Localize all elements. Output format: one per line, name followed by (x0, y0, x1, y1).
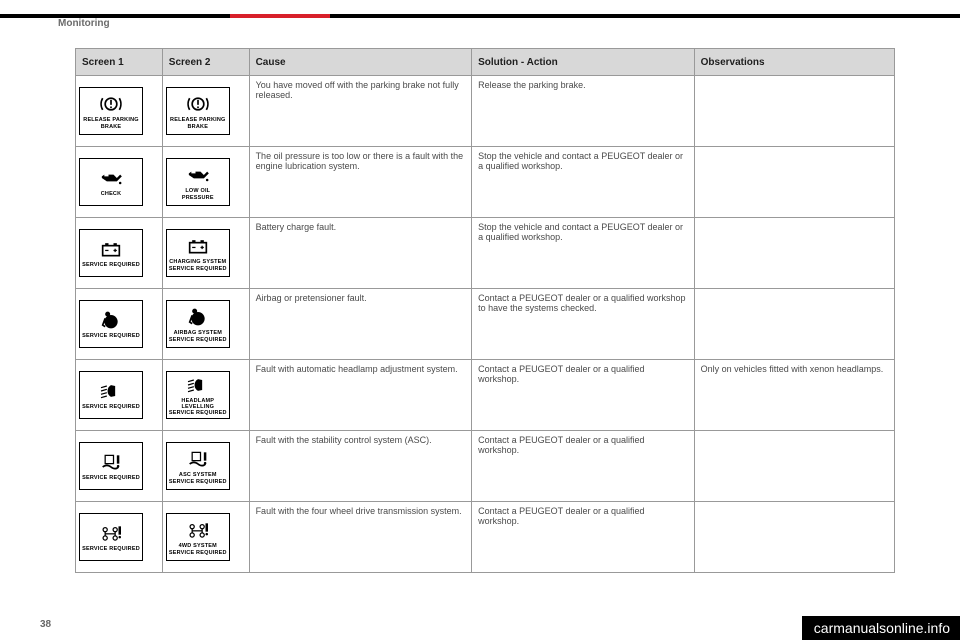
headlamp-icon (98, 380, 124, 402)
headlamp-icon (185, 375, 211, 396)
solution-cell: Contact a PEUGEOT dealer or a qualified … (472, 289, 695, 360)
icon-label: CHECK (101, 191, 122, 197)
warning-table: Screen 1 Screen 2 Cause Solution - Actio… (75, 48, 895, 573)
oil-can-icon (98, 167, 124, 189)
icon-label: RELEASE PARKING BRAKE (169, 117, 227, 129)
table-row: SERVICE REQUIRED AIRBAG SYSTEM SERVICE R… (76, 289, 895, 360)
cause-cell: Battery charge fault. (249, 218, 472, 289)
icon-label: SERVICE REQUIRED (82, 333, 140, 339)
battery-icon (185, 235, 211, 257)
icon-label: AIRBAG SYSTEM SERVICE REQUIRED (169, 330, 227, 342)
col-screen2: Screen 2 (162, 49, 249, 76)
airbag-icon (185, 306, 211, 328)
screen1-cell: SERVICE REQUIRED (76, 431, 163, 502)
screen1-cell: SERVICE REQUIRED (76, 289, 163, 360)
icon-box: RELEASE PARKING BRAKE (166, 87, 230, 135)
asc-icon (98, 451, 124, 473)
screen1-cell: SERVICE REQUIRED (76, 218, 163, 289)
icon-box: SERVICE REQUIRED (79, 442, 143, 490)
icon-box: CHECK (79, 158, 143, 206)
observations-cell (694, 218, 894, 289)
screen1-cell: RELEASE PARKING BRAKE (76, 76, 163, 147)
screen2-cell: ASC SYSTEM SERVICE REQUIRED (162, 431, 249, 502)
icon-box: RELEASE PARKING BRAKE (79, 87, 143, 135)
table-row: RELEASE PARKING BRAKE RELEASE PARKING BR… (76, 76, 895, 147)
4wd-icon (185, 519, 211, 541)
icon-box: CHARGING SYSTEM SERVICE REQUIRED (166, 229, 230, 277)
icon-box: AIRBAG SYSTEM SERVICE REQUIRED (166, 300, 230, 348)
table-body: RELEASE PARKING BRAKE RELEASE PARKING BR… (76, 76, 895, 573)
icon-label: HEADLAMP LEVELLING SERVICE REQUIRED (169, 398, 227, 416)
page-number: 38 (40, 619, 51, 630)
screen2-cell: RELEASE PARKING BRAKE (162, 76, 249, 147)
solution-cell: Contact a PEUGEOT dealer or a qualified … (472, 431, 695, 502)
cause-cell: Fault with the four wheel drive transmis… (249, 502, 472, 573)
icon-box: SERVICE REQUIRED (79, 229, 143, 277)
airbag-icon (98, 309, 124, 331)
screen2-cell: 4WD SYSTEM SERVICE REQUIRED (162, 502, 249, 573)
icon-box: HEADLAMP LEVELLING SERVICE REQUIRED (166, 371, 230, 419)
icon-box: 4WD SYSTEM SERVICE REQUIRED (166, 513, 230, 561)
table-row: SERVICE REQUIRED HEADLAMP LEVELLING SERV… (76, 360, 895, 431)
observations-cell (694, 289, 894, 360)
observations-cell (694, 502, 894, 573)
screen2-cell: HEADLAMP LEVELLING SERVICE REQUIRED (162, 360, 249, 431)
screen1-cell: CHECK (76, 147, 163, 218)
watermark: carmanualsonline.info (802, 616, 960, 640)
cause-cell: Fault with the stability control system … (249, 431, 472, 502)
solution-cell: Contact a PEUGEOT dealer or a qualified … (472, 502, 695, 573)
icon-box: ASC SYSTEM SERVICE REQUIRED (166, 442, 230, 490)
observations-cell (694, 431, 894, 502)
cause-cell: The oil pressure is too low or there is … (249, 147, 472, 218)
icon-label: CHARGING SYSTEM SERVICE REQUIRED (169, 259, 227, 271)
solution-cell: Release the parking brake. (472, 76, 695, 147)
icon-label: ASC SYSTEM SERVICE REQUIRED (169, 472, 227, 484)
table-row: SERVICE REQUIRED CHARGING SYSTEM SERVICE… (76, 218, 895, 289)
col-screen1: Screen 1 (76, 49, 163, 76)
col-cause: Cause (249, 49, 472, 76)
section-title: Monitoring (58, 18, 110, 29)
oil-can-icon (185, 164, 211, 186)
table-row: SERVICE REQUIRED 4WD SYSTEM SERVICE REQU… (76, 502, 895, 573)
header-bar (0, 14, 960, 18)
table-row: CHECK LOW OIL PRESSURE The oil pressure … (76, 147, 895, 218)
screen1-cell: SERVICE REQUIRED (76, 502, 163, 573)
screen1-cell: SERVICE REQUIRED (76, 360, 163, 431)
icon-label: RELEASE PARKING BRAKE (82, 117, 140, 129)
4wd-icon (98, 522, 124, 544)
cause-cell: Fault with automatic headlamp adjustment… (249, 360, 472, 431)
brake-warning-icon (185, 93, 211, 115)
icon-label: 4WD SYSTEM SERVICE REQUIRED (169, 543, 227, 555)
observations-cell (694, 76, 894, 147)
icon-label: SERVICE REQUIRED (82, 546, 140, 552)
icon-box: SERVICE REQUIRED (79, 300, 143, 348)
solution-cell: Stop the vehicle and contact a PEUGEOT d… (472, 218, 695, 289)
screen2-cell: LOW OIL PRESSURE (162, 147, 249, 218)
icon-box: SERVICE REQUIRED (79, 513, 143, 561)
observations-cell: Only on vehicles fitted with xenon headl… (694, 360, 894, 431)
table-header-row: Screen 1 Screen 2 Cause Solution - Actio… (76, 49, 895, 76)
battery-icon (98, 238, 124, 260)
asc-icon (185, 448, 211, 470)
solution-cell: Stop the vehicle and contact a PEUGEOT d… (472, 147, 695, 218)
icon-box: SERVICE REQUIRED (79, 371, 143, 419)
icon-label: LOW OIL PRESSURE (169, 188, 227, 200)
observations-cell (694, 147, 894, 218)
icon-label: SERVICE REQUIRED (82, 475, 140, 481)
cause-cell: You have moved off with the parking brak… (249, 76, 472, 147)
screen2-cell: CHARGING SYSTEM SERVICE REQUIRED (162, 218, 249, 289)
solution-cell: Contact a PEUGEOT dealer or a qualified … (472, 360, 695, 431)
icon-box: LOW OIL PRESSURE (166, 158, 230, 206)
icon-label: SERVICE REQUIRED (82, 404, 140, 410)
brake-warning-icon (98, 93, 124, 115)
col-observations: Observations (694, 49, 894, 76)
screen2-cell: AIRBAG SYSTEM SERVICE REQUIRED (162, 289, 249, 360)
col-solution: Solution - Action (472, 49, 695, 76)
icon-label: SERVICE REQUIRED (82, 262, 140, 268)
cause-cell: Airbag or pretensioner fault. (249, 289, 472, 360)
table-row: SERVICE REQUIRED ASC SYSTEM SERVICE REQU… (76, 431, 895, 502)
